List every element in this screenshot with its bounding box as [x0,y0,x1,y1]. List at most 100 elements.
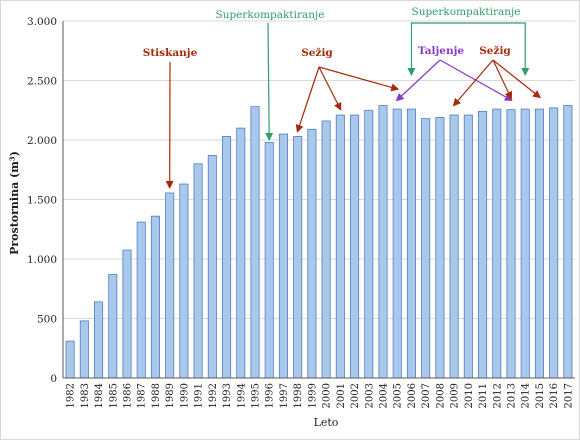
annotation-arrow [319,67,340,109]
bar-1989 [166,193,174,378]
annotation-label: Stiskanje [143,47,198,59]
bar-1990 [180,184,188,378]
annotation-label: Superkompaktiranje [412,6,521,18]
annotation-arrow [454,60,493,105]
bar-1997 [279,134,287,378]
bar-2007 [422,119,430,378]
x-tick-label: 1990 [179,383,190,408]
annotation-group: Superkompaktiranje [216,9,325,139]
annotation-label: Sežig [301,47,333,59]
y-tick-label: 3.000 [27,16,57,28]
x-tick-label: 1982 [66,383,77,408]
annotation-arrow [493,60,511,98]
x-tick-label: 1983 [80,383,91,408]
y-tick-label: 2.000 [27,135,57,147]
bar-1993 [222,136,230,378]
y-tick-label: 2.500 [27,76,57,88]
annotation-group: Superkompaktiranje [411,6,525,74]
x-tick-label: 1995 [251,383,262,408]
annotation-arrow [319,67,397,89]
x-tick-label: 2005 [393,383,404,408]
x-tick-label: 1986 [123,383,134,408]
x-tick-label: 2004 [379,383,390,408]
bar-1987 [137,222,145,378]
bar-1994 [237,128,245,378]
bar-2010 [464,115,472,378]
bar-2012 [493,109,501,378]
x-tick-label: 2012 [492,383,503,408]
x-tick-label: 2002 [350,383,361,408]
bar-2011 [478,111,486,378]
x-tick-label: 1991 [194,383,205,408]
x-tick-label: 1988 [151,383,162,408]
x-tick-label: 2003 [364,383,375,408]
bar-1991 [194,164,202,378]
x-tick-label: 1997 [279,383,290,408]
y-axis-label: Prostornina (m³) [8,151,21,255]
x-tick-label: 2001 [336,383,347,408]
bar-2001 [336,115,344,378]
y-tick-label: 1.000 [27,254,57,266]
bar-1986 [123,250,131,378]
x-tick-label: 2014 [521,383,532,408]
x-tick-label: 2015 [535,383,546,408]
bar-1998 [294,136,302,378]
x-tick-label: 2009 [450,383,461,408]
bar-2003 [365,110,373,378]
bar-1984 [94,302,102,378]
x-tick-label: 1994 [236,383,247,408]
bar-2016 [550,108,558,378]
x-axis-label: Leto [314,416,339,429]
x-tick-label: 1999 [307,383,318,408]
bar-1983 [80,321,88,378]
bar-2009 [450,115,458,378]
bar-2004 [379,105,387,378]
bar-2006 [407,109,415,378]
x-tick-label: 1985 [108,383,119,408]
annotation-arrow [493,60,539,97]
bar-1982 [66,341,74,378]
bar-1985 [109,274,117,378]
x-tick-label: 2006 [407,383,418,408]
bar-2013 [507,110,515,378]
bar-1992 [208,155,216,378]
y-tick-label: 1.500 [27,195,57,207]
annotation-label: Sežig [479,45,511,57]
annotation-label: Taljenje [418,45,465,57]
x-tick-label: 1989 [165,383,176,408]
bar-2002 [350,115,358,378]
x-tick-label: 1984 [94,383,105,408]
x-tick-label: 1992 [208,383,219,408]
y-tick-label: 500 [37,314,57,326]
bar-2000 [322,121,330,378]
bar-2014 [521,109,529,378]
bar-1995 [251,107,259,378]
x-tick-label: 2013 [507,383,518,408]
bar-2017 [564,105,572,378]
x-tick-label: 1987 [137,383,148,408]
x-tick-label: 2000 [322,383,333,408]
x-tick-label: 2007 [421,383,432,408]
x-tick-label: 2011 [478,383,489,408]
x-tick-label: 1996 [265,383,276,408]
x-tick-label: 1998 [293,383,304,408]
bar-2015 [535,109,543,378]
bar-2005 [393,109,401,378]
bars-layer [66,105,572,378]
bar-1996 [265,142,273,378]
bar-2008 [436,117,444,378]
bar-1999 [308,129,316,378]
y-tick-label: 0 [50,373,57,385]
bar-1988 [151,216,159,378]
annotation-arrow [268,23,269,139]
x-tick-label: 2016 [549,383,560,408]
annotation-group: Stiskanje [143,47,198,187]
x-tick-label: 1993 [222,383,233,408]
annotation-arrow [298,67,319,131]
annotation-label: Superkompaktiranje [216,9,325,21]
x-tick-label: 2017 [563,383,574,408]
x-tick-label: 2008 [435,383,446,408]
x-tick-label: 2010 [464,383,475,408]
